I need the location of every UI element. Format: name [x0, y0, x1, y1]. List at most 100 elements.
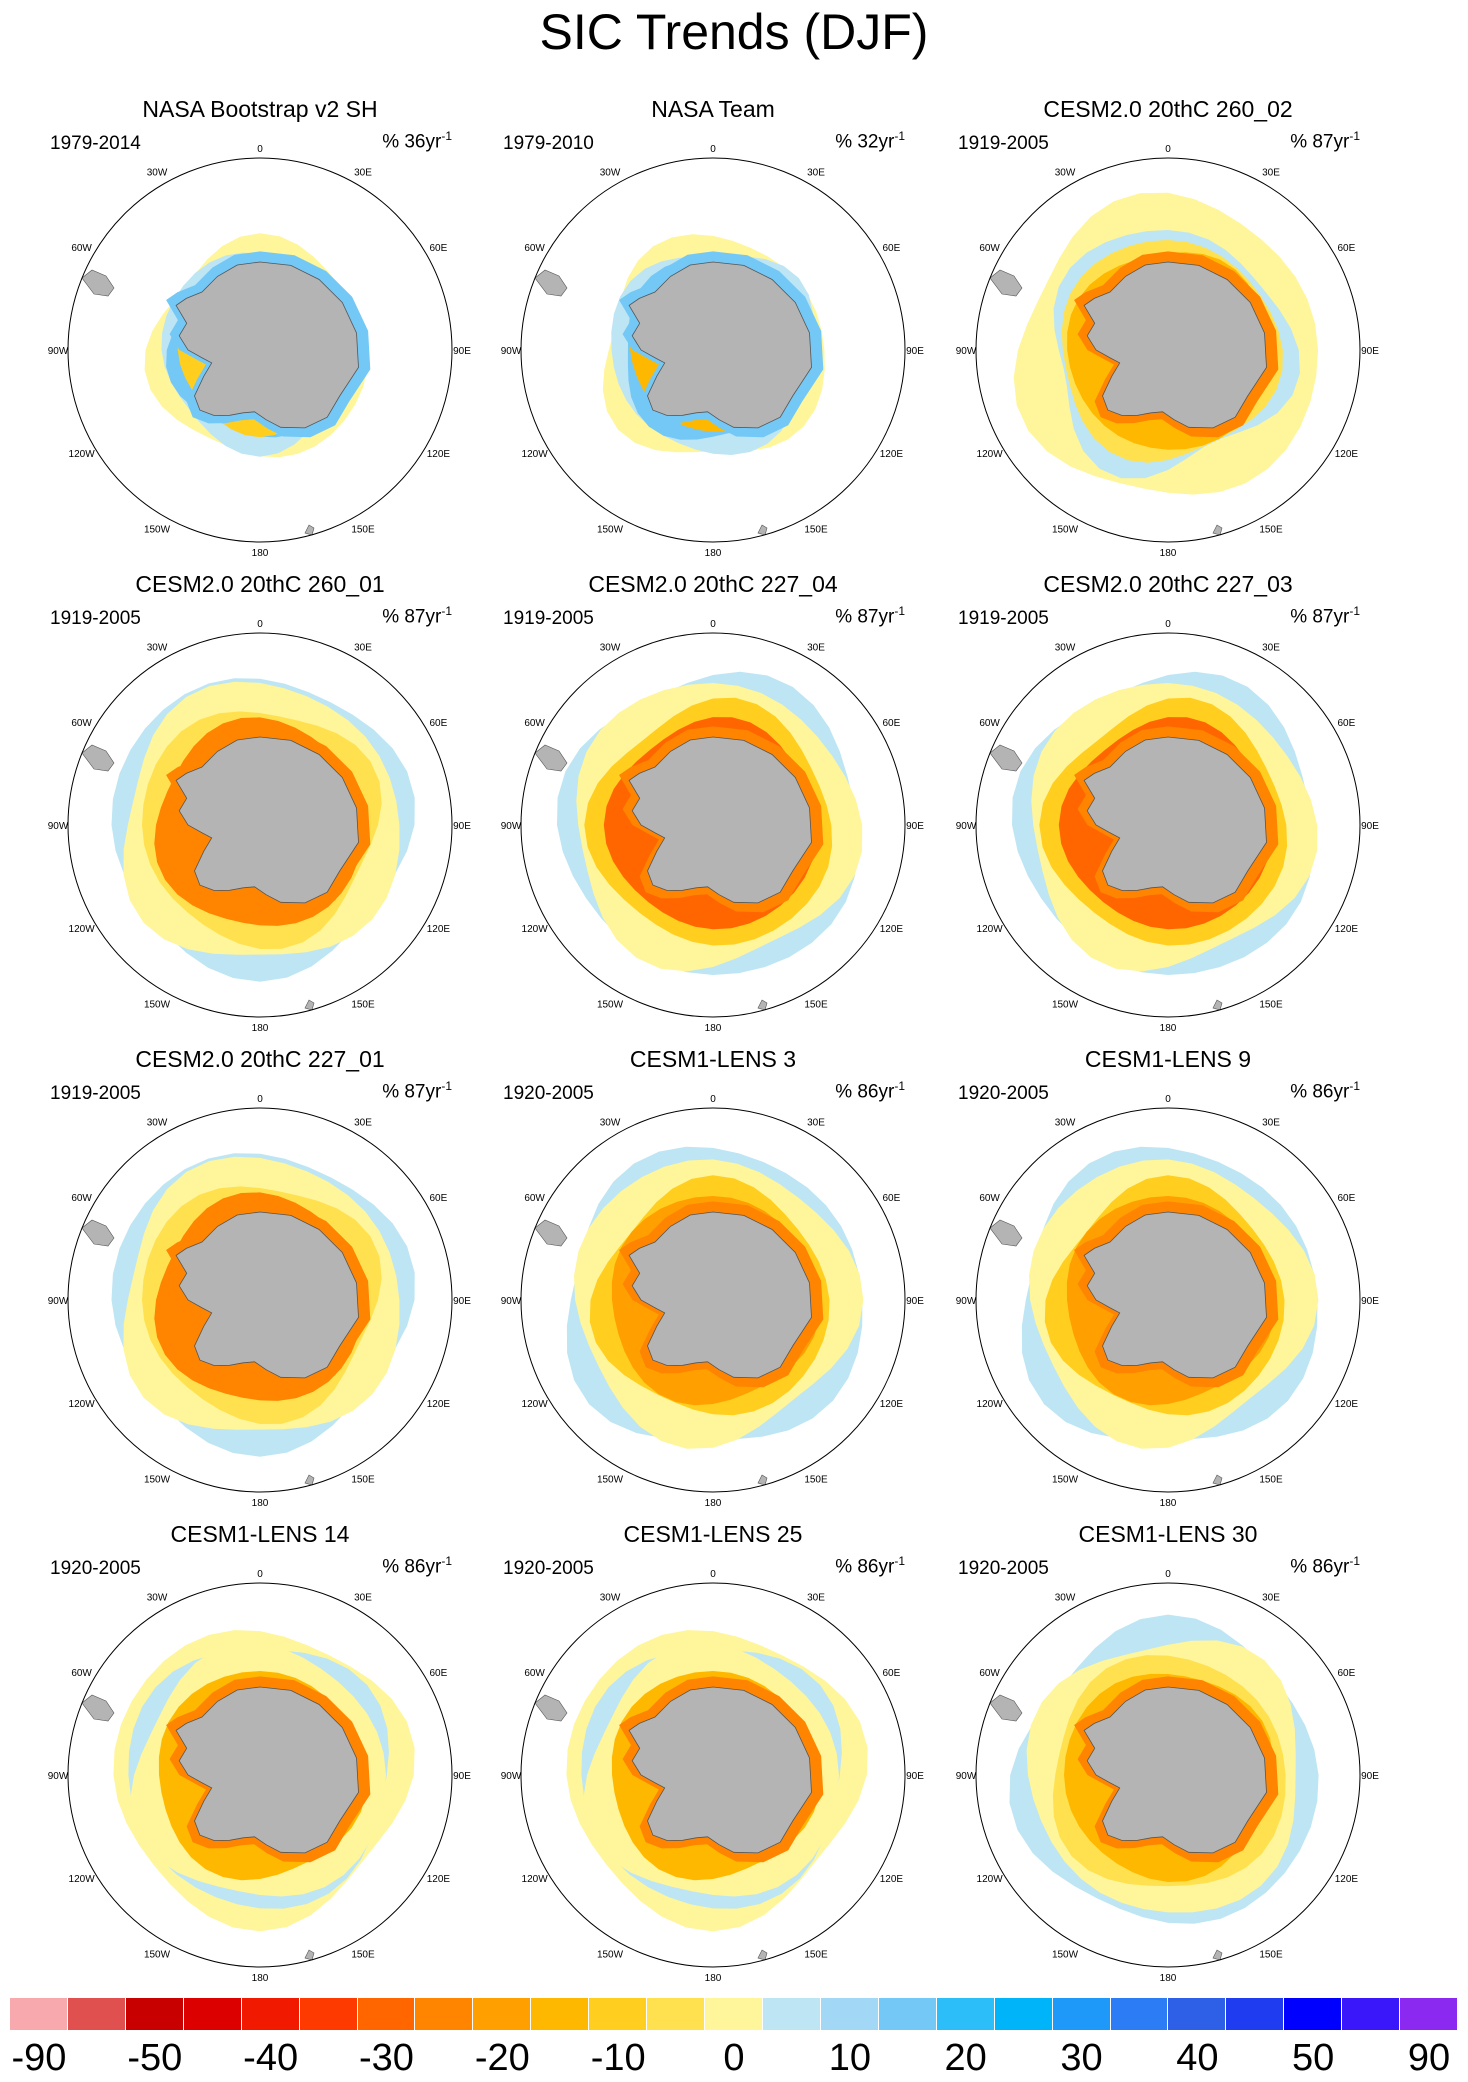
panel-period: 1920-2005	[50, 1558, 141, 1579]
colorbar-label: 20	[944, 2037, 987, 2079]
panel-units-text: % 86yr	[835, 1081, 895, 1103]
colorbar-box	[1400, 1998, 1459, 2030]
longitude-label: 90E	[1361, 1296, 1379, 1307]
antarctica-landmass	[628, 1211, 812, 1379]
longitude-label: 60W	[524, 718, 545, 729]
panel-period: 1920-2005	[958, 1558, 1049, 1579]
panel-period: 1919-2005	[958, 608, 1049, 629]
new-zealand-landmass	[304, 1949, 315, 1961]
polar-map: 0 30E 60E 90E 120E 150E 180 150W 120W 90W 60W 30W	[956, 1569, 1380, 1984]
longitude-label: 30W	[1055, 1593, 1076, 1604]
map-panel: CESM2.0 20thC 260_02 1919-2005 % 87yr-1 0 30…	[938, 95, 1398, 565]
longitude-label: 0	[257, 619, 263, 630]
panel-title: NASA Team	[651, 96, 775, 122]
map-panel: CESM1-LENS 3 1920-2005 % 86yr-1 0 30E 60E 90E 1…	[483, 1045, 943, 1515]
longitude-label: 30E	[807, 168, 825, 179]
colorbar-label: -30	[359, 2037, 414, 2079]
new-zealand-landmass	[304, 1474, 315, 1486]
longitude-label: 120W	[977, 449, 1004, 460]
panel-units-exponent: -1	[1349, 129, 1360, 143]
longitude-label: 90E	[906, 821, 924, 832]
panel-units: % 86yr-1	[382, 1554, 452, 1578]
panel-units-exponent: -1	[894, 604, 905, 618]
longitude-label: 150E	[351, 1949, 375, 1960]
longitude-label: 120E	[880, 449, 904, 460]
colorbar-label: 50	[1292, 2037, 1335, 2079]
polar-map: 0 30E 60E 90E 120E 150E 180 150W 120W 90W 60W 30W	[48, 619, 472, 1034]
longitude-label: 30W	[600, 643, 621, 654]
longitude-label: 30E	[1262, 1118, 1280, 1129]
longitude-label: 120E	[880, 1399, 904, 1410]
panel-period: 1919-2005	[50, 608, 141, 629]
longitude-label: 60W	[979, 1193, 1000, 1204]
colorbar-box	[241, 1998, 300, 2030]
panel-units: % 36yr-1	[382, 129, 452, 153]
panel-units-exponent: -1	[441, 1079, 452, 1093]
longitude-label: 30W	[147, 168, 168, 179]
longitude-label: 150W	[144, 999, 171, 1010]
longitude-label: 150W	[144, 524, 171, 535]
panel-units-exponent: -1	[1349, 1554, 1360, 1568]
panel-units-text: % 87yr	[1290, 606, 1350, 628]
panel-units-exponent: -1	[894, 1554, 905, 1568]
south-america-landmass	[81, 269, 115, 297]
map-panel: CESM2.0 20thC 227_03 1919-2005 % 87yr-1 0 30…	[938, 570, 1398, 1040]
antarctica-landmass	[175, 1211, 359, 1379]
longitude-label: 120E	[1335, 1399, 1359, 1410]
panel-units-exponent: -1	[894, 129, 905, 143]
map-boundary	[67, 157, 453, 543]
longitude-label: 0	[710, 1094, 716, 1105]
panel-units: % 87yr-1	[382, 604, 452, 628]
map-panel: CESM1-LENS 14 1920-2005 % 86yr-1 0 30E 60E 90E…	[30, 1520, 490, 1990]
south-america-landmass	[534, 269, 568, 297]
map-panel: NASA Bootstrap v2 SH 1979-2014 % 36yr-1 0 30…	[30, 95, 490, 565]
colorbar-box	[10, 1998, 68, 2030]
panel-units: % 86yr-1	[1290, 1554, 1360, 1578]
longitude-label: 150E	[351, 1474, 375, 1485]
polar-map: 0 30E 60E 90E 120E 150E 180 150W 120W 90W 60W 30W	[956, 619, 1380, 1034]
longitude-label: 60E	[430, 243, 448, 254]
colorbar-label: 0	[723, 2037, 745, 2079]
panel-title: CESM1-LENS 14	[170, 1521, 350, 1547]
longitude-label: 120W	[977, 1399, 1004, 1410]
longitude-label: 120W	[69, 924, 96, 935]
antarctica-landmass	[175, 261, 359, 429]
panel-units: % 87yr-1	[1290, 604, 1360, 628]
south-america-landmass	[989, 1694, 1023, 1722]
longitude-label: 90W	[48, 1771, 69, 1782]
longitude-label: 150W	[1052, 1949, 1079, 1960]
colorbar-label: -20	[474, 2037, 530, 2079]
longitude-label: 60W	[524, 243, 545, 254]
longitude-label: 150E	[351, 999, 375, 1010]
longitude-label: 60W	[71, 1193, 92, 1204]
longitude-label: 180	[705, 548, 722, 559]
panel-title: NASA Bootstrap v2 SH	[142, 96, 378, 122]
longitude-label: 90W	[48, 821, 69, 832]
longitude-label: 180	[252, 548, 269, 559]
map-boundary	[975, 157, 1361, 543]
longitude-label: 90W	[501, 346, 522, 357]
map-panel: CESM2.0 20thC 260_01 1919-2005 % 87yr-1 0 30…	[30, 570, 490, 1040]
polar-map: 0 30E 60E 90E 120E 150E 180 150W 120W 90W 60W 30W	[501, 1094, 925, 1509]
longitude-label: 150E	[804, 1474, 828, 1485]
panel-title: CESM2.0 20thC 260_02	[1043, 96, 1293, 122]
antarctica-landmass	[175, 1686, 359, 1854]
map-boundary	[520, 157, 906, 543]
colorbar-label: -90	[11, 2037, 67, 2079]
longitude-label: 30E	[1262, 1593, 1280, 1604]
new-zealand-landmass	[304, 524, 315, 536]
colorbar-label: 30	[1060, 2037, 1103, 2079]
colorbar-box	[936, 1998, 995, 2030]
panel-period: 1979-2014	[50, 133, 141, 154]
longitude-label: 120W	[69, 449, 96, 460]
panel-period: 1920-2005	[958, 1083, 1049, 1104]
longitude-label: 120W	[69, 1874, 96, 1885]
longitude-label: 180	[1160, 1498, 1177, 1509]
new-zealand-landmass	[757, 1474, 768, 1486]
panel-units-text: % 86yr	[382, 1556, 442, 1578]
map-boundary	[975, 1107, 1361, 1493]
panel-units-text: % 32yr	[835, 131, 895, 153]
longitude-label: 90W	[956, 1296, 977, 1307]
longitude-label: 60E	[883, 1668, 901, 1679]
panel-units-exponent: -1	[441, 1554, 452, 1568]
